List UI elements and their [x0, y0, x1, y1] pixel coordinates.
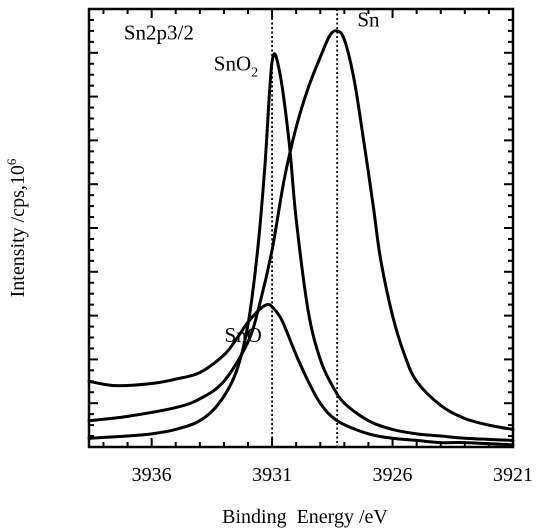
x-tick-label: 3921 — [493, 464, 533, 486]
plot-frame-group — [87, 7, 515, 449]
annotation-1: Sn — [357, 8, 380, 32]
x-tick-label: 3926 — [373, 464, 413, 486]
annotations: Sn2p3/2 Sn SnO2 SnO — [124, 8, 380, 347]
y-axis-title: Intensity /cps,106 — [4, 158, 29, 297]
annotation-2: SnO2 — [214, 51, 258, 80]
annotation-0: Sn2p3/2 — [124, 21, 194, 45]
series-lines — [87, 29, 515, 447]
axis-ticks — [89, 8, 514, 448]
x-axis-title: Binding Energy /eV — [222, 506, 388, 528]
series-line-sn — [87, 29, 515, 431]
x-tick-labels: 3936 3931 3926 3921 — [132, 464, 533, 486]
y-axis-title-main: Intensity /cps,10 — [7, 165, 29, 297]
annotation-3: SnO — [225, 323, 262, 347]
x-tick-label: 3936 — [132, 464, 172, 486]
x-tick-label: 3931 — [252, 464, 292, 486]
reference-lines — [271, 9, 339, 447]
y-axis-title-superscript: 6 — [4, 158, 19, 165]
series-line-sno2 — [87, 52, 515, 442]
series-line-sno — [87, 302, 515, 447]
plot-frame — [87, 7, 515, 449]
